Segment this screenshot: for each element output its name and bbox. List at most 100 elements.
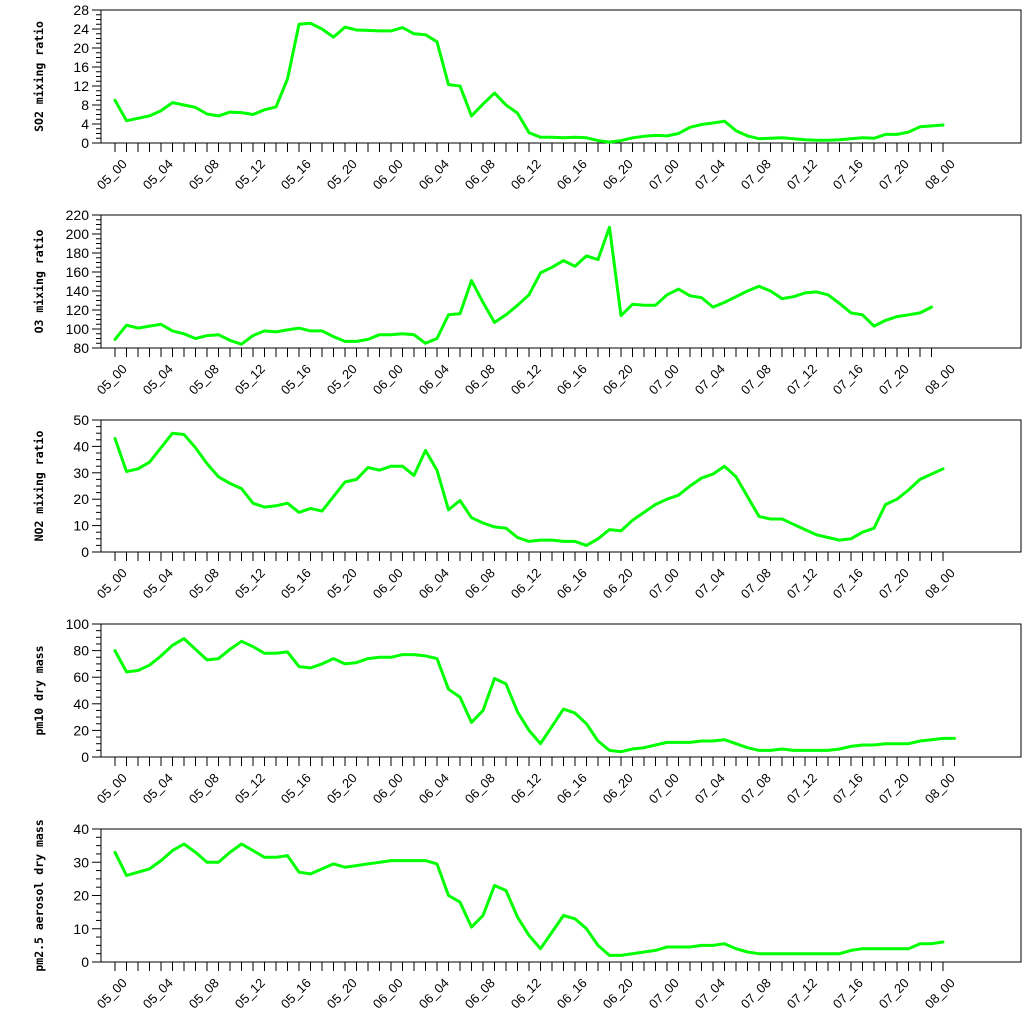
x-tick-label: 06_08 (462, 156, 498, 192)
x-tick-label: 08_00 (922, 361, 958, 397)
x-tick-label: 07_08 (738, 770, 774, 806)
y-tick-label: 50 (73, 412, 89, 428)
x-tick-label: 05_00 (94, 975, 130, 1011)
x-tick-label: 05_20 (324, 975, 360, 1011)
x-tick-label: 06_00 (370, 156, 406, 192)
series-line (113, 21, 945, 144)
x-tick-label: 05_04 (140, 565, 176, 601)
x-tick-label: 07_12 (784, 770, 820, 806)
y-tick-label: 160 (66, 264, 90, 280)
x-tick-label: 06_12 (508, 361, 544, 397)
x-tick-label: 07_20 (876, 361, 912, 397)
x-tick-label: 07_16 (830, 770, 866, 806)
x-tick-label: 07_16 (830, 361, 866, 397)
x-tick-label: 07_16 (830, 565, 866, 601)
x-tick-label: 07_08 (738, 156, 774, 192)
series-line (113, 637, 956, 754)
x-tick-label: 05_08 (186, 361, 222, 397)
so2-panel: 0 4 8 12 16 20 24 28 05_00 05_04 05_08 05_12 05_16 05… (32, 2, 1022, 192)
x-tick-label: 06_20 (600, 156, 636, 192)
y-axis-label: pm2.5 aerosol dry mass (32, 819, 46, 971)
x-tick-label: 06_16 (554, 156, 590, 192)
x-tick-label: 05_04 (140, 975, 176, 1011)
x-tick-label: 05_04 (140, 770, 176, 806)
x-tick-label: 07_20 (876, 565, 912, 601)
x-tick-label: 05_08 (186, 975, 222, 1011)
x-tick-label: 08_00 (922, 156, 958, 192)
x-tick-label: 06_00 (370, 770, 406, 806)
x-tick-label: 05_00 (94, 361, 130, 397)
y-tick-label: 140 (66, 283, 90, 299)
x-tick-label: 07_12 (784, 975, 820, 1011)
o3-panel: 80 100 120 140 160 180 200 220 05_00 05_04 05_08 05… (32, 207, 1022, 397)
x-tick-label: 07_04 (692, 156, 728, 192)
series-line (113, 431, 945, 547)
x-tick-label: 05_20 (324, 156, 360, 192)
y-tick-label: 40 (73, 696, 89, 712)
x-tick-label: 06_16 (554, 361, 590, 397)
x-tick-label: 07_16 (830, 156, 866, 192)
y-tick-label: 20 (73, 888, 89, 904)
y-tick-label: 20 (73, 491, 89, 507)
x-tick-label: 06_12 (508, 975, 544, 1011)
x-tick-label: 07_00 (646, 156, 682, 192)
x-tick-label: 06_08 (462, 770, 498, 806)
x-tick-label: 07_08 (738, 565, 774, 601)
x-tick-label: 05_00 (94, 156, 130, 192)
plot-frame (100, 214, 1022, 349)
x-tick-label: 07_04 (692, 770, 728, 806)
x-tick-label: 06_00 (370, 565, 406, 601)
x-tick-label: 07_12 (784, 156, 820, 192)
x-tick-label: 06_04 (416, 565, 452, 601)
y-tick-label: 28 (73, 2, 89, 18)
x-tick-label: 07_20 (876, 156, 912, 192)
x-tick-label: 08_00 (922, 975, 958, 1011)
x-tick-label: 05_12 (232, 156, 268, 192)
x-tick-label: 06_20 (600, 770, 636, 806)
x-tick-label: 06_16 (554, 975, 590, 1011)
x-tick-label: 07_00 (646, 975, 682, 1011)
x-tick-label: 06_16 (554, 565, 590, 601)
x-tick-label: 06_20 (600, 565, 636, 601)
x-tick-label: 07_04 (692, 565, 728, 601)
pm10-panel: 0 20 40 60 80 100 05_00 05_04 05_08 05_12 05_16 05_… (32, 616, 1022, 806)
y-tick-label: 20 (73, 722, 89, 738)
y-tick-label: 0 (81, 954, 89, 970)
y-tick-label: 12 (73, 78, 89, 94)
series-line (113, 225, 933, 346)
x-tick-label: 06_04 (416, 770, 452, 806)
y-tick-label: 40 (73, 438, 89, 454)
x-tick-label: 05_08 (186, 156, 222, 192)
plot-frame (100, 9, 1022, 144)
plot-frame (100, 828, 1022, 963)
x-tick-label: 06_00 (370, 975, 406, 1011)
x-tick-label: 05_08 (186, 565, 222, 601)
x-tick-label: 07_12 (784, 565, 820, 601)
x-tick-label: 06_04 (416, 975, 452, 1011)
x-tick-label: 06_12 (508, 770, 544, 806)
y-tick-label: 200 (66, 226, 90, 242)
x-tick-label: 06_08 (462, 361, 498, 397)
y-tick-label: 30 (73, 465, 89, 481)
y-tick-label: 4 (81, 116, 89, 132)
x-tick-label: 07_16 (830, 975, 866, 1011)
x-tick-label: 06_00 (370, 361, 406, 397)
x-tick-label: 05_20 (324, 565, 360, 601)
y-tick-label: 80 (73, 340, 89, 356)
x-tick-label: 05_16 (278, 565, 314, 601)
x-tick-label: 05_16 (278, 770, 314, 806)
x-tick-label: 07_20 (876, 770, 912, 806)
x-tick-label: 05_12 (232, 565, 268, 601)
y-tick-label: 100 (66, 321, 90, 337)
y-axis-label: pm10 dry mass (32, 645, 46, 735)
x-tick-label: 07_08 (738, 975, 774, 1011)
y-axis-label: O3 mixing ratio (32, 229, 46, 333)
x-tick-label: 05_16 (278, 156, 314, 192)
x-tick-label: 06_08 (462, 565, 498, 601)
x-tick-label: 05_20 (324, 361, 360, 397)
x-tick-label: 06_04 (416, 361, 452, 397)
x-tick-label: 07_12 (784, 361, 820, 397)
pm25-panel: 0 10 20 30 40 05_00 05_04 05_08 05_12 05_16 05_20 0… (32, 819, 1022, 1011)
x-tick-label: 05_16 (278, 975, 314, 1011)
y-tick-label: 16 (73, 59, 89, 75)
